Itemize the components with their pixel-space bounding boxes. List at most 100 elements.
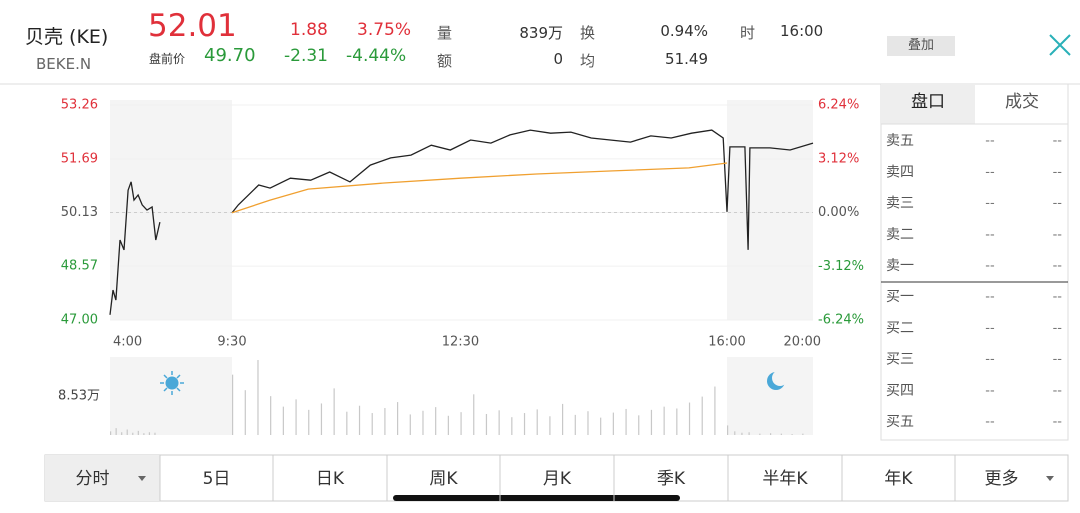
volume-bar bbox=[115, 428, 117, 435]
period-tab[interactable]: 年K bbox=[884, 469, 913, 489]
volume-bar bbox=[473, 394, 475, 435]
y2-tick-label: 6.24% bbox=[818, 98, 859, 113]
volume-bar bbox=[727, 425, 729, 435]
book-label: 买四 bbox=[886, 383, 914, 399]
volume-bar bbox=[701, 396, 703, 435]
volume-bar bbox=[244, 390, 246, 435]
volume-bar bbox=[320, 403, 323, 435]
tab-selected bbox=[881, 84, 975, 124]
book-price: -- bbox=[985, 415, 995, 430]
book-volume: -- bbox=[1053, 352, 1063, 367]
premarket-change-pct: -4.44% bbox=[346, 46, 407, 66]
tab[interactable]: 盘口 bbox=[911, 92, 945, 112]
overlay-button[interactable]: 叠加 bbox=[887, 36, 955, 56]
volume-bar bbox=[485, 413, 488, 435]
book-price: -- bbox=[985, 383, 995, 398]
volume-bar bbox=[409, 414, 411, 435]
volume-bar bbox=[282, 406, 284, 435]
volume-bar bbox=[308, 409, 310, 435]
x-tick-label: 4:00 bbox=[113, 335, 142, 350]
y-tick-label: 53.26 bbox=[61, 98, 98, 113]
stat-value: 0.94% bbox=[660, 22, 708, 40]
period-tab[interactable]: 周K bbox=[429, 469, 458, 489]
book-volume: -- bbox=[1053, 321, 1063, 336]
book-label: 卖三 bbox=[886, 196, 914, 212]
volume-bar bbox=[110, 431, 112, 435]
price: 52.01 bbox=[148, 8, 237, 44]
book-volume: -- bbox=[1053, 383, 1063, 398]
volume-bar bbox=[384, 408, 386, 435]
volume-bar bbox=[574, 414, 576, 435]
volume-bar bbox=[612, 412, 614, 435]
book-price: -- bbox=[985, 227, 995, 242]
volume-bar bbox=[741, 432, 743, 435]
book-volume: -- bbox=[1053, 415, 1063, 430]
volume-bar bbox=[422, 410, 424, 435]
moon-icon bbox=[767, 370, 788, 390]
volume-bar bbox=[523, 413, 526, 435]
y2-tick-label: 3.12% bbox=[818, 151, 859, 166]
sun-icon bbox=[160, 371, 184, 395]
stat-label: 时 bbox=[740, 24, 756, 42]
book-label: 卖五 bbox=[886, 133, 914, 149]
premarket-shade bbox=[110, 357, 232, 435]
stat-label: 均 bbox=[580, 52, 596, 70]
y2-tick-label: -3.12% bbox=[818, 259, 864, 274]
stat-label: 量 bbox=[437, 24, 453, 42]
x-tick-label: 9:30 bbox=[217, 335, 246, 350]
premarket-change: -2.31 bbox=[284, 46, 328, 66]
volume-bar bbox=[257, 360, 259, 435]
book-price: -- bbox=[985, 321, 995, 336]
book-label: 买二 bbox=[886, 320, 914, 336]
book-volume: -- bbox=[1053, 259, 1063, 274]
premarket-label: 盘前价 bbox=[149, 52, 186, 66]
volume-bar bbox=[371, 413, 373, 435]
volume-bar bbox=[435, 407, 437, 435]
volume-bar bbox=[802, 433, 804, 435]
volume-bar bbox=[121, 432, 123, 435]
period-tab[interactable]: 月K bbox=[543, 469, 572, 489]
y2-tick-label: -6.24% bbox=[818, 313, 864, 328]
close-icon[interactable] bbox=[1049, 34, 1071, 56]
volume-bar bbox=[536, 409, 538, 435]
volume-bar bbox=[232, 374, 234, 435]
period-tab[interactable]: 季K bbox=[657, 469, 686, 489]
tab[interactable]: 成交 bbox=[1005, 92, 1039, 112]
y-tick-label: 47.00 bbox=[61, 313, 98, 328]
x-tick-label: 12:30 bbox=[442, 335, 479, 350]
volume-bar bbox=[137, 430, 139, 435]
volume-bar bbox=[346, 411, 348, 435]
period-tab[interactable]: 半年K bbox=[762, 469, 808, 489]
y2-tick-label: 0.00% bbox=[818, 205, 859, 220]
period-tab[interactable]: 分时 bbox=[76, 469, 110, 489]
dropdown-arrow bbox=[138, 476, 146, 481]
stat-value: 51.49 bbox=[665, 50, 708, 68]
book-label: 卖一 bbox=[886, 258, 914, 274]
volume-bar bbox=[358, 405, 361, 435]
volume-bar bbox=[734, 431, 736, 435]
volume-bar bbox=[498, 410, 500, 435]
period-tab[interactable]: 日K bbox=[316, 469, 345, 489]
volume-bar bbox=[714, 386, 716, 435]
stock-name: 贝壳 (KE) bbox=[25, 26, 109, 48]
volume-bar bbox=[638, 415, 640, 435]
book-price: -- bbox=[985, 259, 995, 274]
volume-bar bbox=[688, 402, 691, 435]
volume-bar bbox=[295, 399, 297, 435]
volume-bar bbox=[397, 402, 399, 435]
volume-bar bbox=[650, 409, 653, 435]
book-label: 买五 bbox=[886, 414, 914, 430]
period-tab[interactable]: 更多 bbox=[985, 469, 1019, 489]
volume-bar bbox=[676, 408, 678, 435]
y-tick-label: 48.57 bbox=[61, 259, 98, 274]
period-tab[interactable]: 5日 bbox=[203, 469, 231, 489]
volume-bar bbox=[126, 429, 128, 435]
stat-label: 额 bbox=[437, 52, 453, 70]
volume-bar bbox=[549, 416, 551, 435]
afterhours-shade bbox=[727, 100, 813, 320]
volume-bar bbox=[154, 432, 156, 435]
book-volume: -- bbox=[1053, 134, 1063, 149]
dropdown-arrow bbox=[1046, 476, 1054, 481]
stat-value: 16:00 bbox=[780, 22, 824, 40]
